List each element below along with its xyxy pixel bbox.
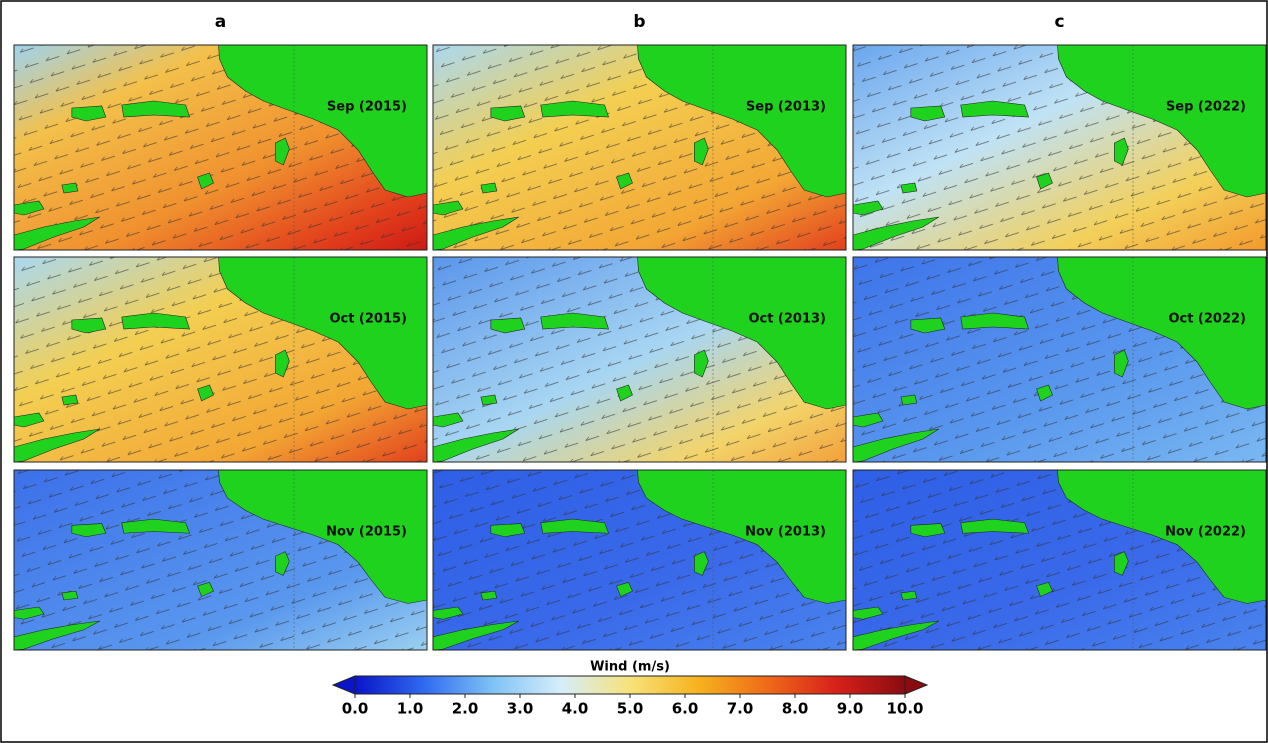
- colorbar: [354, 675, 906, 695]
- colorbar-tick-label: 0.0: [342, 700, 369, 718]
- panel-label: Oct (2022): [1168, 312, 1246, 327]
- map-panel: Oct (2015): [13, 256, 428, 463]
- map-panel: Oct (2022): [852, 256, 1267, 463]
- panel-border: [432, 469, 847, 651]
- colorbar-title: Wind (m/s): [590, 660, 670, 675]
- column-label: b: [633, 12, 645, 32]
- colorbar-tick-label: 3.0: [507, 700, 534, 718]
- panel-border: [13, 469, 428, 651]
- colorbar-tick-label: 6.0: [672, 700, 699, 718]
- panel-border: [13, 256, 428, 463]
- panel-label: Nov (2022): [1165, 525, 1246, 540]
- panel-border: [852, 44, 1267, 251]
- colorbar-tick-label: 7.0: [727, 700, 754, 718]
- map-panel: Sep (2013): [432, 44, 847, 251]
- map-panel: Nov (2022): [852, 469, 1267, 651]
- colorbar-max-extend: [904, 675, 929, 695]
- panel-border: [432, 44, 847, 251]
- panel-label: Nov (2015): [326, 525, 407, 540]
- column-label: c: [1054, 12, 1064, 32]
- colorbar-tick-label: 5.0: [617, 700, 644, 718]
- column-label: a: [215, 12, 226, 32]
- map-panel: Nov (2013): [432, 469, 847, 651]
- colorbar-tick-label: 9.0: [837, 700, 864, 718]
- panel-label: Oct (2015): [329, 312, 407, 327]
- colorbar-tick-label: 1.0: [397, 700, 424, 718]
- panel-label: Oct (2013): [748, 312, 826, 327]
- colorbar-tick-label: 8.0: [782, 700, 809, 718]
- colorbar-tick-label: 2.0: [452, 700, 479, 718]
- colorbar-min-extend: [331, 675, 356, 695]
- panel-border: [852, 469, 1267, 651]
- map-panel: Oct (2013): [432, 256, 847, 463]
- colorbar-tick-label: 10.0: [886, 700, 923, 718]
- colorbar-tick-label: 4.0: [562, 700, 589, 718]
- panel-label: Sep (2015): [327, 100, 407, 115]
- panel-border: [432, 256, 847, 463]
- panel-label: Nov (2013): [745, 525, 826, 540]
- panel-border: [852, 256, 1267, 463]
- map-panel: Sep (2015): [13, 44, 428, 251]
- panel-border: [13, 44, 428, 251]
- map-panel: Sep (2022): [852, 44, 1267, 251]
- panel-label: Sep (2022): [1166, 100, 1246, 115]
- map-panel: Nov (2015): [13, 469, 428, 651]
- panel-label: Sep (2013): [746, 100, 826, 115]
